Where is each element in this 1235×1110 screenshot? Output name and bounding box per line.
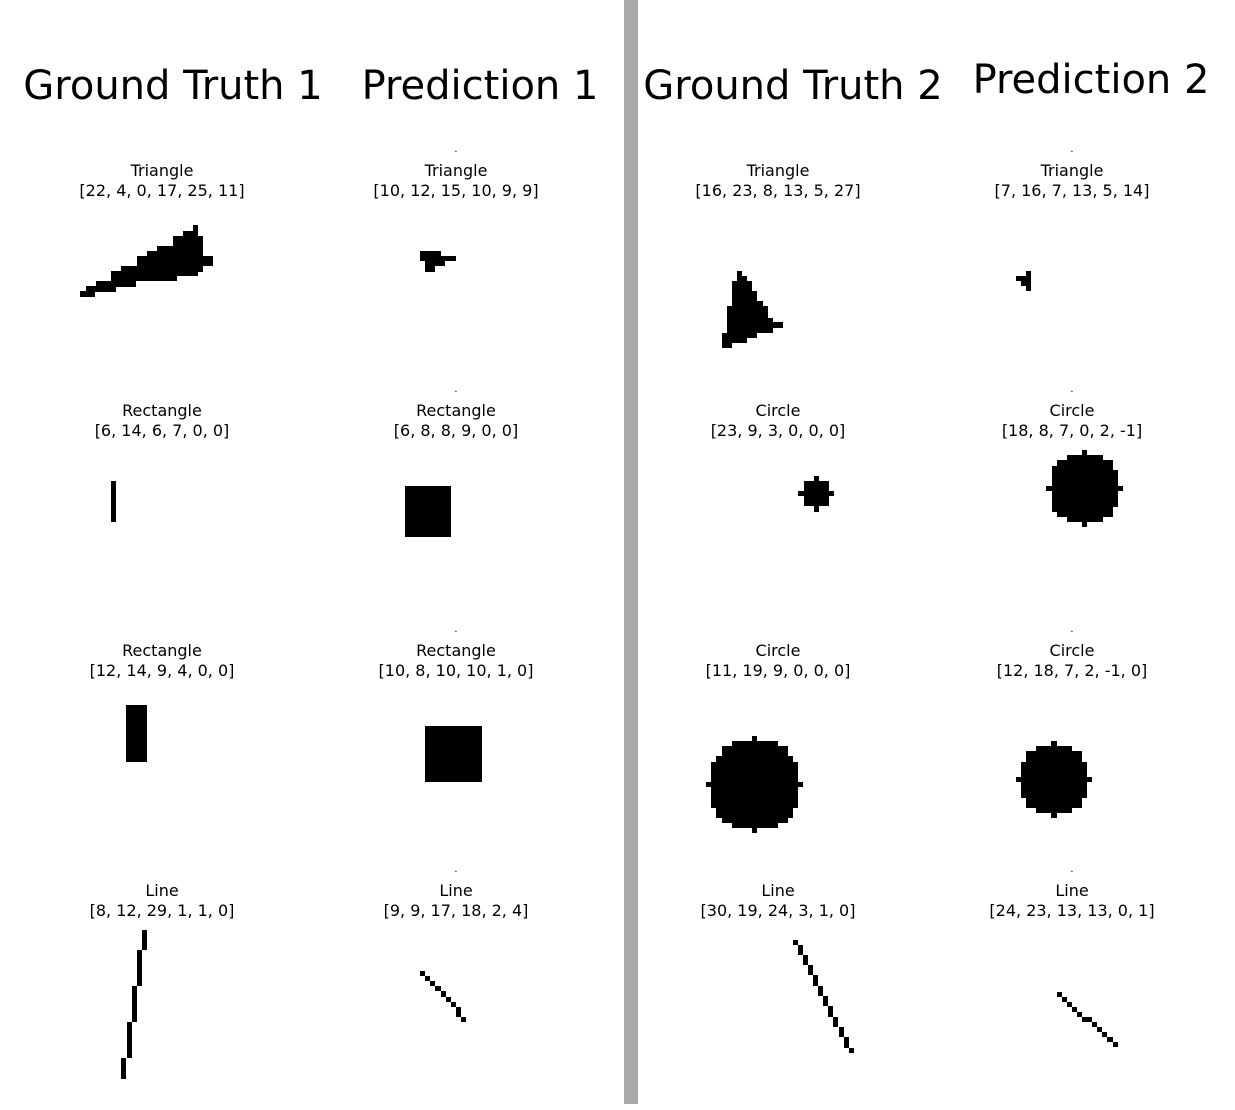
shape-name: Line bbox=[145, 881, 179, 900]
shape-name: Line bbox=[1055, 881, 1089, 900]
shape-name: Circle bbox=[1049, 641, 1095, 660]
shape-name: Circle bbox=[755, 401, 801, 420]
shape-name: Triangle bbox=[130, 161, 194, 180]
shape-name: Rectangle bbox=[416, 641, 496, 660]
shape-params: [24, 23, 13, 13, 0, 1] bbox=[989, 901, 1155, 920]
shape-name: Circle bbox=[1049, 401, 1095, 420]
marker-dot: · bbox=[1070, 867, 1074, 878]
shape-params: [12, 18, 7, 2, -1, 0] bbox=[996, 661, 1148, 680]
shape-name: Line bbox=[439, 881, 473, 900]
marker-dot: · bbox=[1070, 627, 1074, 638]
header-ground-truth-1: Ground Truth 1 bbox=[23, 63, 323, 109]
shape-params: [23, 9, 3, 0, 0, 0] bbox=[710, 421, 846, 440]
shape-params: [18, 8, 7, 0, 2, -1] bbox=[1001, 421, 1143, 440]
shape-name: Triangle bbox=[746, 161, 810, 180]
shape-name: Rectangle bbox=[416, 401, 496, 420]
shape-name: Rectangle bbox=[122, 401, 202, 420]
shape-name: Line bbox=[761, 881, 795, 900]
marker-dot: · bbox=[454, 867, 458, 878]
shape-name: Rectangle bbox=[122, 641, 202, 660]
marker-dot: · bbox=[454, 147, 458, 158]
shape-params: [9, 9, 17, 18, 2, 4] bbox=[383, 901, 529, 920]
marker-dot: · bbox=[1070, 387, 1074, 398]
shape-params: [10, 8, 10, 10, 1, 0] bbox=[378, 661, 534, 680]
shape-name: Triangle bbox=[424, 161, 488, 180]
shape-name: Triangle bbox=[1040, 161, 1104, 180]
shape-params: [10, 12, 15, 10, 9, 9] bbox=[373, 181, 539, 200]
marker-dot: · bbox=[454, 627, 458, 638]
marker-dot: · bbox=[1070, 147, 1074, 158]
header-prediction-1: Prediction 1 bbox=[361, 63, 599, 109]
shape-params: [11, 19, 9, 0, 0, 0] bbox=[705, 661, 851, 680]
shape-params: [12, 14, 9, 4, 0, 0] bbox=[89, 661, 235, 680]
header-prediction-2: Prediction 2 bbox=[972, 57, 1210, 103]
header-ground-truth-2: Ground Truth 2 bbox=[643, 63, 943, 109]
shape-params: [7, 16, 7, 13, 5, 14] bbox=[994, 181, 1150, 200]
shape-params: [6, 8, 8, 9, 0, 0] bbox=[393, 421, 519, 440]
marker-dot: · bbox=[454, 387, 458, 398]
shape-name: Circle bbox=[755, 641, 801, 660]
shape-params: [22, 4, 0, 17, 25, 11] bbox=[79, 181, 245, 200]
shape-params: [6, 14, 6, 7, 0, 0] bbox=[94, 421, 230, 440]
shape-params: [8, 12, 29, 1, 1, 0] bbox=[89, 901, 235, 920]
shape-params: [16, 23, 8, 13, 5, 27] bbox=[695, 181, 861, 200]
shape-params: [30, 19, 24, 3, 1, 0] bbox=[700, 901, 856, 920]
column-divider bbox=[624, 0, 638, 1104]
